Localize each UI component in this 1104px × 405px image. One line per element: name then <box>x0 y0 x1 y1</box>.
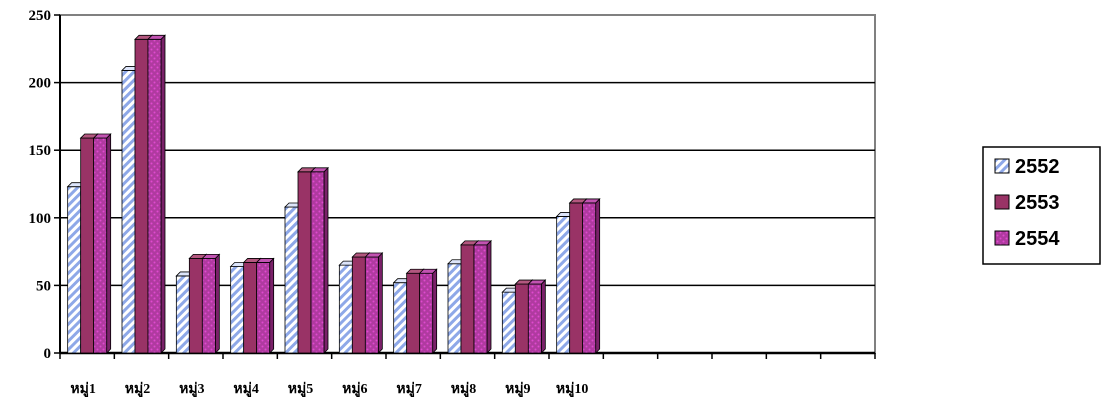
legend-item-2554: 2554 <box>994 228 1060 250</box>
x-category-label: หมู่8 <box>451 381 476 397</box>
y-tick-label: 100 <box>29 211 52 227</box>
bar-front <box>134 38 149 354</box>
bar-side <box>486 239 492 354</box>
y-tick-label: 50 <box>36 278 51 294</box>
bar-front <box>582 202 597 354</box>
bar-front <box>201 257 216 354</box>
bar-front <box>556 216 571 354</box>
bar-side <box>106 133 112 354</box>
bar-2554-6 <box>364 252 384 354</box>
x-category-label: หมู่1 <box>70 381 95 397</box>
bar-front <box>514 283 529 354</box>
bar-2554-3 <box>201 253 221 354</box>
bar-top <box>201 253 221 259</box>
bar-side <box>540 279 546 354</box>
bar-front <box>310 171 325 354</box>
x-category-label: หมู่7 <box>396 381 421 397</box>
bar-2554-5 <box>310 166 329 354</box>
bar-front <box>393 282 408 354</box>
bar-side <box>160 34 166 354</box>
legend-swatch <box>994 158 1010 174</box>
legend-swatch <box>994 230 1010 246</box>
bar-top <box>310 167 329 173</box>
bar-2554-1 <box>92 133 112 354</box>
y-tick-label: 150 <box>29 143 52 159</box>
bar-top <box>255 258 275 263</box>
bar-2554-2 <box>147 34 166 354</box>
bar-front <box>93 137 108 354</box>
bar-2554-4 <box>255 257 275 354</box>
legend-item-2553: 2553 <box>994 192 1060 214</box>
bar-front <box>297 171 312 354</box>
y-tick-label: 0 <box>44 346 52 362</box>
bar-front <box>121 70 136 354</box>
bar-side <box>214 253 220 354</box>
bar-front <box>147 38 162 354</box>
bar-front <box>406 272 421 354</box>
bar-front <box>460 244 475 354</box>
legend-item-2552: 2552 <box>994 156 1060 178</box>
bar-2554-7 <box>418 268 438 354</box>
legend-label: 2552 <box>1015 156 1060 178</box>
x-category-label: หมู่9 <box>505 381 530 397</box>
bar-side <box>595 197 601 354</box>
legend: 2552 2553 2554 <box>982 146 1101 265</box>
bar-front <box>473 244 488 354</box>
bar-front <box>447 263 462 354</box>
bar-front <box>67 186 82 354</box>
bar-top <box>581 198 601 204</box>
y-tick-label: 200 <box>29 76 52 92</box>
bar-top <box>473 240 492 246</box>
bar-front <box>175 275 190 354</box>
bar-front <box>338 264 353 354</box>
bar-top <box>418 268 438 274</box>
bar-top <box>92 133 112 139</box>
bar-front <box>569 202 584 354</box>
bar-front <box>501 291 516 354</box>
bar-front <box>284 206 299 354</box>
bar-side <box>432 268 438 354</box>
bar-2554-8 <box>473 239 492 354</box>
bar-front <box>256 262 271 354</box>
legend-label: 2553 <box>1015 192 1060 214</box>
bar-2554-9 <box>527 279 547 354</box>
x-category-label: หมู่5 <box>288 381 313 397</box>
bar-side <box>377 252 383 354</box>
bar-side <box>269 257 275 354</box>
x-category-label: หมู่3 <box>179 381 204 397</box>
x-category-label: หมู่2 <box>125 381 150 397</box>
x-category-label: หมู่10 <box>556 381 588 397</box>
bar-top <box>147 34 166 40</box>
bar-front <box>80 137 95 354</box>
bar-front <box>527 283 542 354</box>
legend-swatch <box>994 194 1010 210</box>
bar-front <box>364 256 379 354</box>
bar-front <box>230 266 245 354</box>
bar-top <box>527 279 547 285</box>
bar-side <box>323 166 329 354</box>
bar-front <box>351 256 366 354</box>
bar-top <box>364 252 384 258</box>
bar-front <box>188 257 203 354</box>
bar-front <box>419 272 434 354</box>
plot-area: 0 50 100 150 200 250 หมู่1 หมู่2 หมู่3 หมู่4 หมู่5… <box>29 8 876 397</box>
x-category-label: หมู่6 <box>342 381 367 397</box>
x-category-label: หมู่4 <box>233 381 258 397</box>
y-tick-label: 250 <box>29 8 52 24</box>
bar-front <box>243 262 258 354</box>
bar-2554-10 <box>581 197 601 354</box>
legend-label: 2554 <box>1015 228 1060 250</box>
